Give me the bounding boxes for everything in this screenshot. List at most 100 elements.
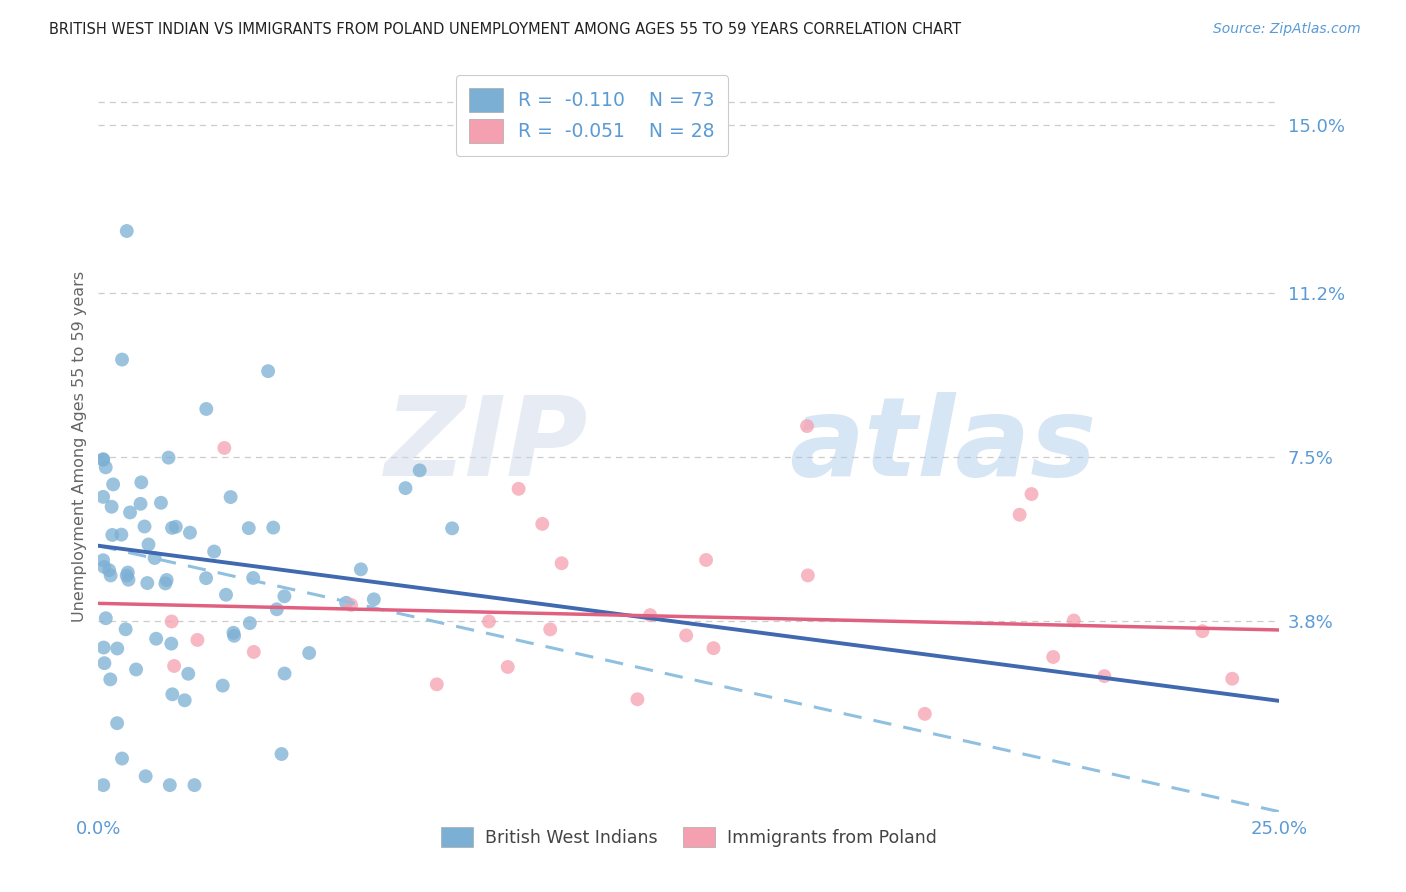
- Point: [1063, 614, 1085, 628]
- Point: [224, 629, 246, 643]
- Point: [156, 573, 179, 587]
- Legend: British West Indians, Immigrants from Poland: British West Indians, Immigrants from Po…: [434, 821, 943, 855]
- Point: [1220, 672, 1243, 686]
- Point: [159, 778, 181, 792]
- Point: [273, 666, 295, 681]
- Point: [695, 553, 717, 567]
- Point: [215, 588, 238, 602]
- Point: [129, 497, 152, 511]
- Point: [257, 364, 280, 378]
- Point: [242, 645, 264, 659]
- Point: [1042, 650, 1064, 665]
- Point: [675, 628, 697, 642]
- Point: [101, 528, 124, 542]
- Point: [270, 747, 292, 761]
- Point: [143, 551, 166, 566]
- Point: [195, 571, 218, 585]
- Point: [638, 608, 661, 623]
- Point: [508, 482, 530, 496]
- Point: [394, 481, 416, 495]
- Point: [93, 656, 115, 670]
- Point: [100, 500, 122, 514]
- Point: [162, 687, 184, 701]
- Point: [298, 646, 321, 660]
- Point: [105, 641, 128, 656]
- Point: [117, 573, 139, 587]
- Point: [160, 637, 183, 651]
- Point: [98, 563, 121, 577]
- Point: [173, 693, 195, 707]
- Point: [273, 589, 295, 603]
- Point: [496, 660, 519, 674]
- Point: [105, 716, 128, 731]
- Point: [177, 666, 200, 681]
- Text: Source: ZipAtlas.com: Source: ZipAtlas.com: [1213, 22, 1361, 37]
- Point: [135, 769, 157, 783]
- Point: [408, 463, 430, 477]
- Point: [145, 632, 167, 646]
- Point: [797, 568, 820, 582]
- Point: [91, 452, 114, 467]
- Point: [340, 598, 363, 612]
- Point: [129, 475, 152, 490]
- Point: [914, 706, 936, 721]
- Point: [441, 521, 464, 535]
- Point: [222, 625, 245, 640]
- Point: [183, 778, 205, 792]
- Point: [100, 568, 122, 582]
- Point: [478, 615, 501, 629]
- Point: [202, 544, 225, 558]
- Point: [242, 571, 264, 585]
- Point: [163, 659, 186, 673]
- Text: ZIP: ZIP: [385, 392, 589, 500]
- Point: [94, 460, 117, 475]
- Point: [93, 640, 115, 655]
- Point: [111, 751, 134, 765]
- Point: [626, 692, 648, 706]
- Point: [98, 673, 121, 687]
- Point: [262, 520, 284, 534]
- Point: [1008, 508, 1031, 522]
- Point: [702, 641, 724, 656]
- Point: [1191, 624, 1213, 639]
- Point: [149, 496, 172, 510]
- Point: [165, 520, 187, 534]
- Point: [350, 562, 373, 576]
- Point: [118, 505, 141, 519]
- Point: [1092, 669, 1115, 683]
- Point: [186, 632, 208, 647]
- Text: atlas: atlas: [789, 392, 1097, 500]
- Text: BRITISH WEST INDIAN VS IMMIGRANTS FROM POLAND UNEMPLOYMENT AMONG AGES 55 TO 59 Y: BRITISH WEST INDIAN VS IMMIGRANTS FROM P…: [49, 22, 962, 37]
- Point: [1021, 487, 1043, 501]
- Point: [266, 602, 288, 616]
- Point: [101, 477, 124, 491]
- Point: [136, 576, 159, 591]
- Point: [160, 521, 183, 535]
- Point: [211, 679, 233, 693]
- Point: [426, 677, 449, 691]
- Point: [796, 419, 818, 434]
- Y-axis label: Unemployment Among Ages 55 to 59 years: Unemployment Among Ages 55 to 59 years: [72, 270, 87, 622]
- Point: [117, 566, 139, 580]
- Point: [114, 622, 136, 636]
- Point: [214, 441, 236, 455]
- Point: [94, 611, 117, 625]
- Point: [91, 553, 114, 567]
- Point: [238, 521, 260, 535]
- Point: [138, 537, 160, 551]
- Point: [91, 452, 114, 467]
- Point: [111, 352, 134, 367]
- Point: [157, 450, 180, 465]
- Point: [91, 778, 114, 792]
- Point: [160, 615, 183, 629]
- Point: [125, 663, 148, 677]
- Point: [195, 401, 218, 416]
- Point: [550, 556, 572, 570]
- Point: [115, 568, 138, 582]
- Point: [134, 519, 156, 533]
- Point: [538, 623, 561, 637]
- Point: [110, 527, 132, 541]
- Point: [115, 224, 138, 238]
- Point: [93, 560, 115, 574]
- Point: [179, 525, 201, 540]
